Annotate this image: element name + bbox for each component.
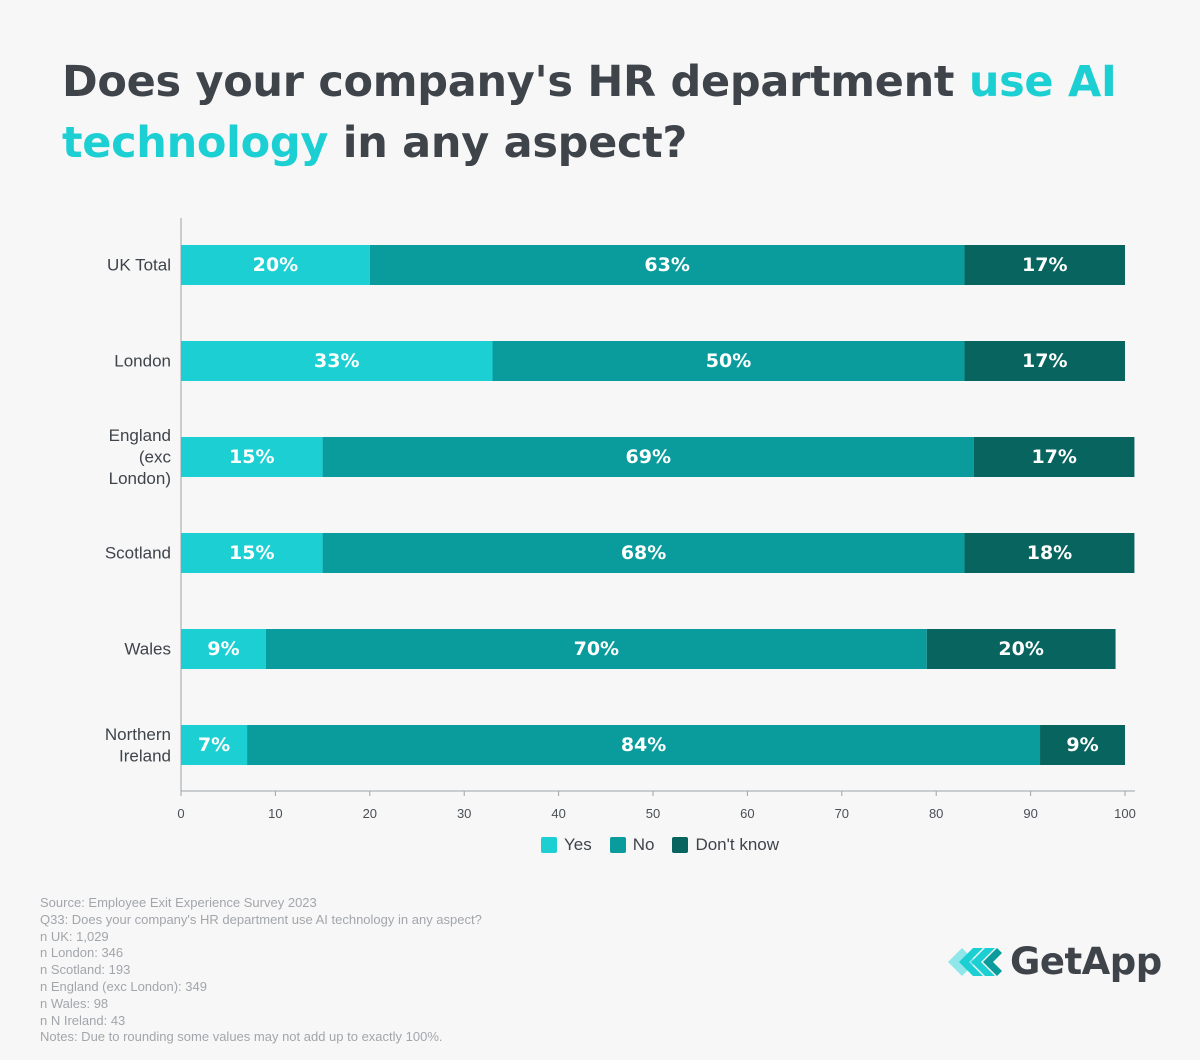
note-line: n N Ireland: 43 xyxy=(40,1012,126,1028)
category-label: Scotland xyxy=(105,544,171,563)
category-label: UK Total xyxy=(107,256,171,275)
title-highlight-2: technology xyxy=(62,118,329,168)
note-line: n Wales: 98 xyxy=(40,995,109,1011)
logo-text: GetApp xyxy=(1010,940,1162,983)
stacked-bar-chart: 0 10 20 30 40 50 60 70 80 90 100 UK Total 20% 63% 17% L… xyxy=(105,218,1136,821)
getapp-chevrons-icon xyxy=(948,947,1002,976)
bar-segment-dont-know xyxy=(926,629,1116,669)
title-highlight-1: use AI xyxy=(968,57,1117,107)
data-label-dont-know: 9% xyxy=(1066,734,1098,756)
x-tick-label: 0 xyxy=(177,806,184,821)
bar-segment-no xyxy=(492,341,965,381)
data-label-no: 69% xyxy=(626,446,671,468)
category-label: Wales xyxy=(124,640,171,659)
note-line: n Scotland: 193 xyxy=(40,962,131,978)
bar-segment-dont-know xyxy=(964,245,1125,285)
page-title: Does your company's HR department use AI… xyxy=(62,52,1162,174)
bar-segment-yes xyxy=(181,629,266,669)
note-line: Source: Employee Exit Experience Survey … xyxy=(40,895,317,910)
legend-label-yes: Yes xyxy=(563,835,592,854)
getapp-logo: GetApp xyxy=(946,940,1162,983)
bar-segment-dont-know xyxy=(973,437,1135,477)
x-tick-label: 50 xyxy=(646,806,660,821)
data-label-yes: 20% xyxy=(253,254,298,276)
chart-legend: Yes No Don't know xyxy=(0,835,1200,855)
x-tick-label: 80 xyxy=(929,806,943,821)
category-label: Northern xyxy=(105,725,171,744)
legend-swatch-dont-know xyxy=(672,837,689,853)
data-label-no: 63% xyxy=(644,254,689,276)
bar-segment-no xyxy=(265,629,927,669)
category-label: (exc xyxy=(139,448,172,467)
legend-swatch-yes xyxy=(540,837,557,853)
bar-segment-no xyxy=(322,533,965,573)
legend-item-yes: Yes xyxy=(540,835,592,855)
bar-segment-yes xyxy=(181,245,370,285)
legend-item-dont-know: Don't know xyxy=(672,835,779,855)
bar-segment-yes xyxy=(181,341,493,381)
note-line: Notes: Due to rounding some values may n… xyxy=(40,1029,443,1045)
bar-segment-dont-know xyxy=(1040,725,1125,765)
bar-segment-dont-know xyxy=(964,533,1135,573)
bar-segment-yes xyxy=(181,725,248,765)
title-part-2: in any aspect? xyxy=(328,118,688,168)
x-tick-label: 10 xyxy=(268,806,282,821)
legend-swatch-no xyxy=(609,837,626,853)
bar-segment-yes xyxy=(181,533,323,573)
data-label-no: 70% xyxy=(574,638,619,660)
x-tick-label: 40 xyxy=(551,806,565,821)
note-line: n England (exc London): 349 xyxy=(40,978,207,994)
title-part-1: Does your company's HR department xyxy=(62,57,969,107)
data-label-no: 50% xyxy=(706,350,751,372)
x-tick-label: 90 xyxy=(1023,806,1037,821)
source-notes: Source: Employee Exit Experience Survey … xyxy=(40,895,482,1046)
data-label-dont-know: 17% xyxy=(1022,350,1067,372)
category-label: England xyxy=(109,426,171,445)
x-tick-label: 70 xyxy=(835,806,849,821)
data-label-dont-know: 17% xyxy=(1022,254,1067,276)
note-line: Q33: Does your company's HR department u… xyxy=(40,911,482,927)
data-label-yes: 7% xyxy=(198,734,230,756)
x-tick-label: 20 xyxy=(363,806,377,821)
x-tick-label: 30 xyxy=(457,806,471,821)
data-label-yes: 33% xyxy=(314,350,359,372)
data-label-no: 84% xyxy=(621,734,666,756)
bar-segment-no xyxy=(322,437,974,477)
category-label: London) xyxy=(109,469,171,488)
data-label-yes: 9% xyxy=(207,638,239,660)
legend-label-dont-know: Don't know xyxy=(695,835,780,854)
data-label-dont-know: 18% xyxy=(1027,542,1072,564)
bar-segment-yes xyxy=(181,437,323,477)
bar-segment-dont-know xyxy=(964,341,1125,381)
legend-label-no: No xyxy=(632,835,655,854)
x-tick-label: 60 xyxy=(740,806,754,821)
data-label-dont-know: 17% xyxy=(1031,446,1076,468)
note-line: n UK: 1,029 xyxy=(40,928,109,944)
x-tick-label: 100 xyxy=(1114,806,1136,821)
data-label-yes: 15% xyxy=(229,542,274,564)
data-label-dont-know: 20% xyxy=(998,638,1043,660)
category-label: London xyxy=(114,352,171,371)
category-label: Ireland xyxy=(119,746,171,765)
data-label-no: 68% xyxy=(621,542,666,564)
note-line: n London: 346 xyxy=(40,945,124,961)
data-label-yes: 15% xyxy=(229,446,274,468)
legend-item-no: No xyxy=(609,835,655,855)
bar-segment-no xyxy=(369,245,965,285)
bar-segment-no xyxy=(247,725,1041,765)
